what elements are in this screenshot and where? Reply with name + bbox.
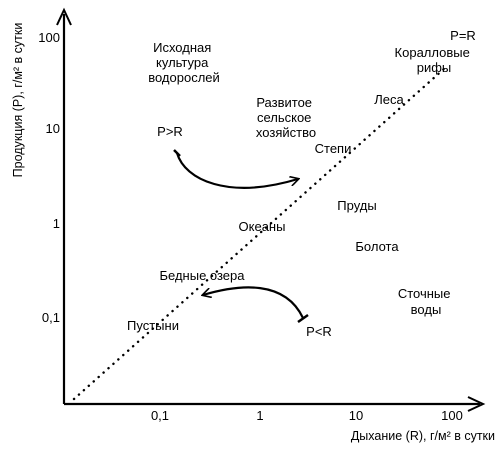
label-coral-reefs: Коралловые рифы [395, 45, 474, 75]
y-axis-arrowhead [56, 7, 72, 26]
x-tick-label: 100 [441, 408, 463, 423]
axes [56, 7, 486, 412]
x-tick-label: 0,1 [151, 408, 169, 423]
label-oceans: Океаны [239, 219, 286, 234]
label-poor-lakes: Бедные озера [159, 268, 245, 283]
p-less-r-label: P<R [306, 324, 332, 339]
label-ponds: Пруды [337, 198, 376, 213]
y-axis-title: Продукция (P), г/м² в сутки [11, 23, 25, 178]
y-tick-label: 1 [53, 216, 60, 231]
label-swamps: Болота [355, 239, 399, 254]
lower-arrow [203, 286, 304, 319]
lower-arrow-tail-bar [297, 313, 309, 324]
p-greater-r-label: P>R [157, 124, 183, 139]
label-sewage: Сточные воды [398, 286, 454, 317]
p-equals-r-label: P=R [450, 28, 476, 43]
y-tick-label: 0,1 [42, 310, 60, 325]
upper-arrow [175, 152, 298, 189]
x-axis-arrowhead [467, 396, 486, 412]
label-forests: Леса [374, 92, 404, 107]
y-tick-label: 10 [46, 121, 60, 136]
x-axis-title: Дыхание (R), г/м² в сутки [351, 429, 495, 443]
x-tick-label: 10 [349, 408, 363, 423]
label-deserts: Пустыни [127, 318, 179, 333]
label-agriculture: Развитое сельское хозяйство [256, 95, 316, 140]
label-steppes: Степи [315, 141, 352, 156]
label-algae-culture: Исходная культура водорослей [148, 40, 220, 85]
y-tick-label: 100 [38, 30, 60, 45]
x-tick-label: 1 [256, 408, 263, 423]
